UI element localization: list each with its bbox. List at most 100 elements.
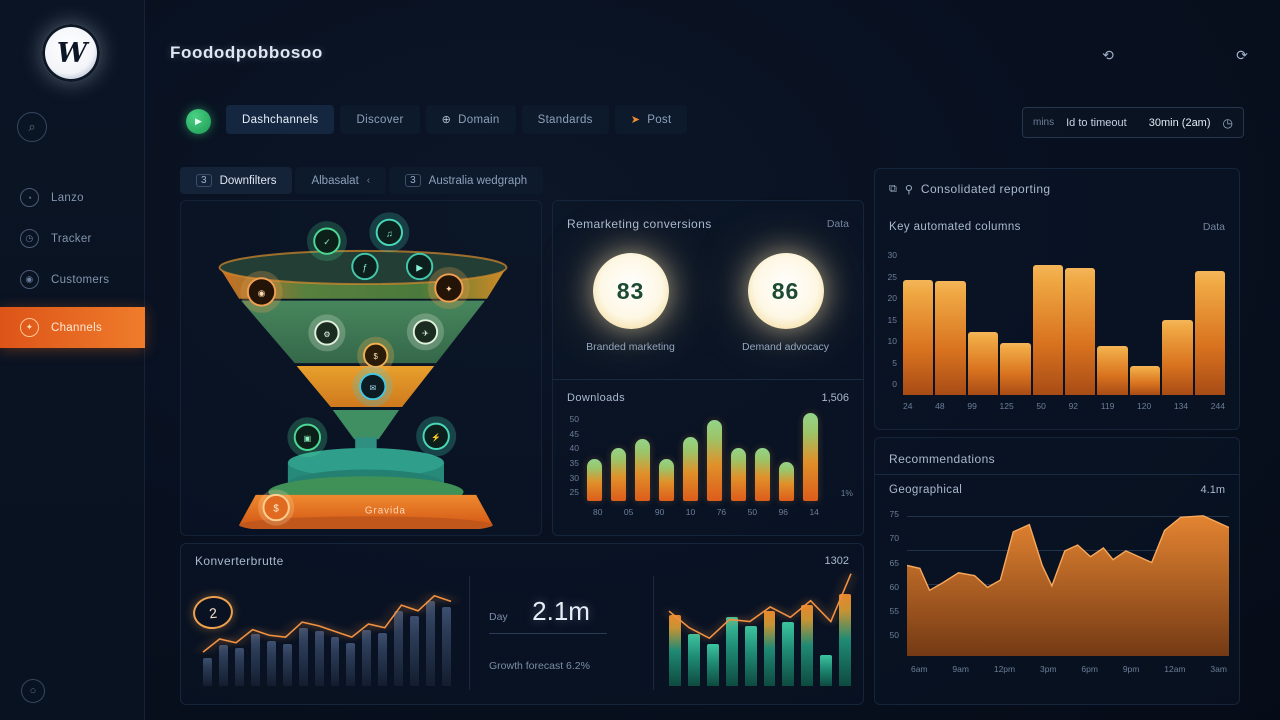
bar <box>314 631 324 686</box>
svg-text:$: $ <box>273 503 279 514</box>
bar <box>362 629 372 686</box>
axis-tick: 120 <box>1137 401 1152 411</box>
time-value: 30min (2am) <box>1148 116 1211 129</box>
globe-icon: ◉ <box>20 270 39 289</box>
time-range: Id to timeout <box>1066 116 1127 129</box>
axis-tick: 134 <box>1173 401 1189 411</box>
axis-tick: 0 <box>892 379 897 390</box>
funnel-visualization: $ ✓ ♫ ƒ ▶ ◉ ✦ ⚙ <box>218 212 508 529</box>
stat-value: 83 <box>616 277 645 304</box>
bar <box>725 617 738 686</box>
axis-tick: 05 <box>623 507 634 517</box>
clock-icon: ◷ <box>1222 115 1233 130</box>
bar <box>1097 346 1128 395</box>
axis-tick: 35 <box>569 458 579 469</box>
axis-tick: 14 <box>809 507 819 517</box>
stat-underline <box>489 633 607 634</box>
axis-tick: 25 <box>569 487 579 498</box>
filter-icon: ⚲ <box>904 183 913 196</box>
bar <box>410 616 420 686</box>
clock-icon: ◷ <box>20 229 39 248</box>
axis-tick: 92 <box>1068 401 1079 411</box>
svg-text:⚡: ⚡ <box>431 432 441 442</box>
bar <box>935 281 966 395</box>
tab-domain[interactable]: ⊕ Domain <box>425 105 516 134</box>
play-button[interactable]: ▶ <box>186 109 211 134</box>
sidebar-item-tracker[interactable]: ◷ Tracker <box>0 221 145 256</box>
stat-disc: 86 <box>747 253 824 329</box>
chart-subtitle: Key automated columns <box>889 221 1021 233</box>
count-badge: 3 <box>196 174 212 187</box>
sidebar-item-label: Lanzo <box>51 191 84 204</box>
tab-post[interactable]: ➤ Post <box>614 105 688 134</box>
bar <box>669 615 681 686</box>
tab-dashchannels[interactable]: Dashchannels <box>226 105 335 134</box>
sidebar-item-lanzo[interactable]: ◔ Lanzo <box>0 180 145 215</box>
svg-text:✦: ✦ <box>445 284 453 294</box>
logo-monogram: W <box>56 37 87 69</box>
subtab-albasalat[interactable]: Albasalat ‹ <box>295 167 387 194</box>
bar <box>659 458 674 501</box>
data-link[interactable]: Data <box>826 218 849 230</box>
bar <box>1129 366 1161 395</box>
sync-icon[interactable]: ⟳ <box>1236 46 1248 63</box>
recommendations-panel: Recommendations Geographical 4.1m 75 70 65… <box>874 437 1240 705</box>
funnel-base-label: Gravida <box>365 505 406 516</box>
help-icon[interactable]: ○ <box>21 679 45 703</box>
sidebar-item-customers[interactable]: ◉ Customers <box>0 262 145 297</box>
axis-tick: 30 <box>887 250 897 260</box>
axis-tick: 20 <box>887 293 897 304</box>
tab-label: Dashchannels <box>242 113 319 126</box>
svg-text:▣: ▣ <box>304 434 311 443</box>
stat-subtext: Growth forecast 6.2% <box>489 660 590 672</box>
panel-header: Recommendations <box>889 452 996 466</box>
trend-bar-chart <box>203 592 451 686</box>
y-axis: 30 25 20 15 10 5 0 <box>881 251 897 389</box>
tab-discover[interactable]: Discover <box>340 105 420 134</box>
axis-tick: 9pm <box>1122 664 1140 674</box>
axis-tick: 3pm <box>1039 664 1057 674</box>
refresh-icon[interactable]: ⟲ <box>1102 46 1114 63</box>
bar <box>426 601 436 686</box>
bar <box>611 448 626 501</box>
count-badge: 3 <box>405 174 421 187</box>
bar <box>218 644 228 686</box>
svg-text:✓: ✓ <box>323 237 330 247</box>
bar <box>763 611 776 686</box>
y-axis: 75 70 65 60 55 50 <box>881 510 899 640</box>
subtab-label: Australia wedgraph <box>428 174 528 187</box>
search-icon[interactable]: ⌕ <box>17 112 47 142</box>
sidebar-item-label: Customers <box>51 273 110 286</box>
time-prefix: mins <box>1033 117 1055 128</box>
axis-tick: 10 <box>685 507 696 517</box>
data-link[interactable]: Data <box>1202 221 1225 233</box>
x-axis: 24 48 99 125 50 92 119 120 134 244 <box>903 401 1225 411</box>
panel-title: Remarketing conversions <box>567 217 712 231</box>
axis-tick: 40 <box>569 443 579 454</box>
axis-tick: 99 <box>967 401 977 411</box>
axis-tick: 48 <box>935 401 945 411</box>
sidebar-item-channels-active[interactable]: ✦ Channels <box>0 307 145 348</box>
bar <box>330 637 340 686</box>
svg-text:▶: ▶ <box>416 262 423 272</box>
tab-label: Discover <box>356 113 404 126</box>
axis-tick: 9am <box>952 664 969 674</box>
time-range-control[interactable]: mins Id to timeout 30min (2am) ◷ <box>1022 107 1244 138</box>
subtab-downfilters[interactable]: 3 Downfilters <box>180 167 293 194</box>
bar <box>744 625 757 686</box>
stat-label: Day <box>489 611 508 623</box>
axis-tick: 6pm <box>1081 664 1098 674</box>
axis-tick: 75 <box>889 509 899 519</box>
panel-value: 1302 <box>824 555 849 567</box>
user-icon: ◔ <box>20 188 39 207</box>
bar <box>250 634 260 686</box>
tab-standards[interactable]: Standards <box>521 105 609 134</box>
bar <box>779 462 794 501</box>
axis-tick: 60 <box>889 581 899 592</box>
svg-text:◉: ◉ <box>258 288 266 298</box>
subtab-australia[interactable]: 3 Australia wedgraph <box>389 167 544 194</box>
bar <box>801 604 814 686</box>
day-stat: Day 2.1m Growth forecast 6.2% <box>489 596 607 672</box>
funnel-panel: $ ✓ ♫ ƒ ▶ ◉ ✦ ⚙ <box>180 200 542 536</box>
